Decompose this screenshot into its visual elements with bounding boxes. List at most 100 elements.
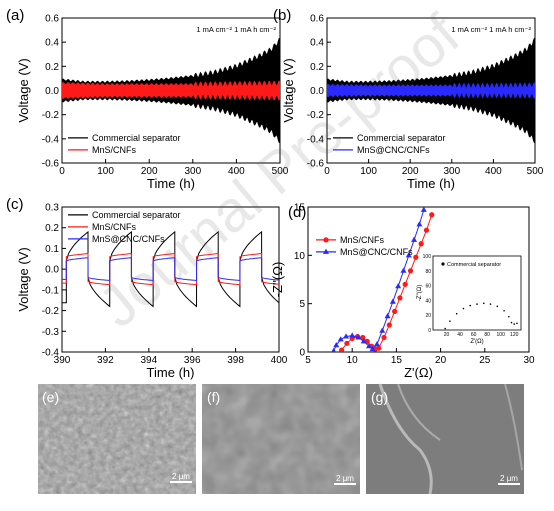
x-tick-label: 100 [360, 166, 377, 177]
legend-entry: Commercial separator [357, 133, 446, 143]
data-point [338, 347, 345, 352]
data-point [373, 341, 380, 347]
x-tick-label: 500 [527, 166, 544, 177]
x-tick-label: 0 [324, 166, 330, 177]
inset-data-point [510, 321, 513, 324]
y-tick-label: -0.3 [42, 327, 60, 338]
x-tick-label: 500 [272, 166, 289, 177]
inset-data-point [496, 305, 499, 308]
panel-c-voltage-zoom: 390 392 394 396 398 400 -0.4 -0.3 -0.2 -0.1 0.0 0.1… [6, 196, 288, 380]
condition-annotation: 1 mA cm⁻² 1 mA h cm⁻² [451, 25, 531, 34]
y-tick-label: -0.4 [42, 134, 60, 145]
y-tick-label: -0.2 [42, 306, 60, 317]
data-point [405, 252, 412, 258]
sem-panel-label: (f) [207, 389, 220, 405]
data-point [413, 254, 419, 260]
y-tick-label: -0.2 [42, 110, 60, 121]
sem-image-f: (f) 2 μm [202, 384, 360, 494]
legend-entry: MnS@CNC/CNFs [357, 145, 430, 155]
x-tick-label: 390 [54, 355, 71, 366]
data-point [384, 313, 391, 319]
data-point [360, 338, 367, 344]
legend-entry: MnS/CNFs [92, 222, 137, 232]
series-band [327, 82, 535, 99]
data-point [381, 334, 387, 341]
inset-data-point [508, 315, 510, 318]
panel-label: (a) [6, 7, 24, 24]
data-point [420, 207, 427, 212]
y-tick-label: 0.6 [45, 14, 59, 25]
inset-y-tick-label: 60 [425, 284, 431, 290]
data-point [402, 281, 408, 287]
x-tick-label: 100 [97, 166, 114, 177]
scale-bar-label: 2 μm [172, 472, 190, 481]
inset-data-point [482, 302, 485, 305]
legend-entry: Commercial separator [92, 133, 181, 143]
scale-bar-label: 2 μm [336, 474, 354, 483]
data-point [365, 343, 372, 349]
y-tick-label: 0 [299, 348, 305, 359]
series-band [62, 80, 280, 101]
x-tick-label: 300 [443, 166, 460, 177]
x-tick-label: 15 [391, 355, 403, 366]
data-point [395, 283, 402, 289]
data-point [386, 322, 392, 328]
inset-x-tick-label: 100 [497, 332, 506, 338]
data-point [369, 345, 376, 352]
data-point [331, 347, 337, 352]
y-axis-label: Voltage (V) [16, 58, 31, 122]
inset-x-tick-label: 80 [484, 332, 490, 338]
panel-label: (b) [273, 7, 291, 24]
x-tick-label: 5 [305, 355, 311, 366]
inset-y-tick-label: 80 [425, 269, 431, 275]
x-tick-label: 30 [523, 355, 535, 366]
x-axis-label: Time (h) [407, 176, 455, 191]
y-axis-label: -Z''(Ω) [270, 262, 285, 298]
x-tick-label: 394 [140, 355, 157, 366]
y-tick-label: 0.2 [310, 62, 324, 73]
y-axis-label: Voltage (V) [16, 247, 31, 311]
x-tick-label: 25 [479, 355, 491, 366]
inset-data-point [516, 322, 518, 325]
data-point [360, 334, 366, 341]
y-tick-label: 5 [299, 299, 305, 310]
data-point [407, 268, 414, 274]
inset-data-point [462, 307, 465, 310]
inset-data-point [455, 312, 458, 315]
data-point [349, 332, 356, 338]
y-tick-label: -0.4 [307, 134, 325, 145]
series-line [333, 209, 425, 352]
y-tick-label: 0.1 [45, 244, 59, 255]
panel-label: (d) [288, 204, 306, 221]
inset-x-tick-label: 120 [510, 332, 519, 338]
data-point [423, 227, 430, 233]
sem-panel-label: (e) [42, 389, 59, 405]
y-tick-label: 0.4 [45, 38, 59, 49]
y-tick-label: 0.2 [45, 62, 59, 73]
data-point [400, 267, 407, 273]
scale-bar-label: 2 μm [500, 474, 518, 483]
x-tick-label: 20 [435, 355, 447, 366]
x-tick-label: 398 [227, 355, 244, 366]
data-point [337, 336, 344, 342]
inset-data-point [489, 303, 492, 305]
inset-data-point [503, 309, 505, 312]
series-line [62, 230, 279, 308]
y-tick-label: 0.6 [310, 14, 324, 25]
data-point [389, 298, 396, 304]
inset-data-point [513, 323, 516, 325]
x-tick-label: 400 [228, 166, 245, 177]
x-tick-label: 200 [402, 166, 419, 177]
x-tick-label: 200 [141, 166, 158, 177]
inset-x-tick-label: 40 [457, 332, 463, 338]
y-tick-label: 15 [294, 203, 306, 214]
data-point [355, 334, 362, 340]
y-tick-label: 0.3 [45, 203, 59, 214]
y-tick-label: 0.0 [45, 86, 59, 97]
y-tick-label: 0.0 [45, 265, 59, 276]
data-point [429, 212, 435, 218]
x-tick-label: 300 [184, 166, 201, 177]
inset-y-tick-label: 40 [425, 298, 431, 304]
plot-area [62, 37, 280, 144]
x-tick-label: 10 [347, 355, 359, 366]
